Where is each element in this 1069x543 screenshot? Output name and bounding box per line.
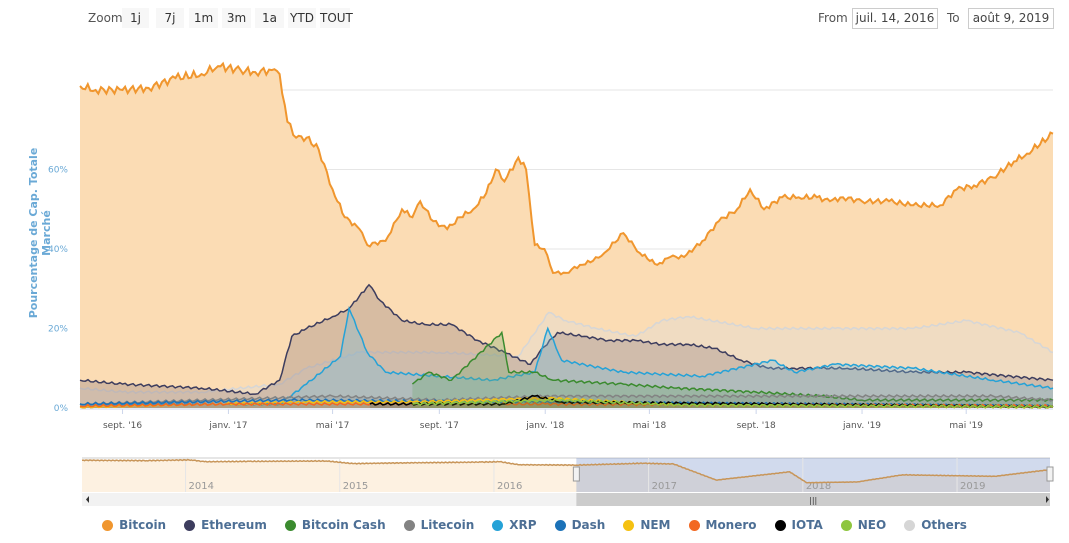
legend-label: IOTA <box>791 518 823 532</box>
legend-item-xrp[interactable]: XRP <box>492 518 537 532</box>
legend-dot-icon <box>774 519 786 531</box>
legend-dot-icon <box>492 519 504 531</box>
legend-item-litecoin[interactable]: Litecoin <box>403 518 475 532</box>
dash-line[interactable] <box>79 398 1054 409</box>
legend-item-dash[interactable]: Dash <box>554 518 606 532</box>
legend-dot-icon <box>904 519 916 531</box>
ethereum-line[interactable] <box>79 283 1054 396</box>
legend-label: NEM <box>640 518 671 532</box>
zoom-ytd-button[interactable]: YTD <box>288 8 316 28</box>
navigator-left-handle[interactable] <box>572 466 580 482</box>
x-tick-label: janv. '19 <box>842 421 881 431</box>
neo-line[interactable] <box>412 398 1054 409</box>
bitcoin-area <box>80 63 1053 408</box>
legend-item-bitcoin-cash[interactable]: Bitcoin Cash <box>284 518 386 532</box>
navigator-year-label: 2017 <box>652 481 677 492</box>
legend-dot-icon <box>284 519 296 531</box>
legend-item-iota[interactable]: IOTA <box>774 518 823 532</box>
y-tick-label: 0% <box>54 404 69 414</box>
legend-label: Bitcoin Cash <box>301 518 386 532</box>
zoom-1a-button[interactable]: 1a <box>255 8 284 28</box>
x-tick-label: mai '18 <box>633 421 667 431</box>
scrollbar-grip-icon: ||| <box>809 496 817 505</box>
navigator-year-label: 2016 <box>497 481 522 492</box>
scrollbar-thumb[interactable] <box>576 493 1050 506</box>
bitcoin-cash-line[interactable] <box>411 330 1054 403</box>
y-tick-label: 40% <box>48 245 68 255</box>
from-date-input[interactable]: juil. 14, 2016 <box>852 8 938 29</box>
legend-label: Others <box>921 518 967 532</box>
to-label: To <box>947 11 960 25</box>
legend-label: NEO <box>857 518 887 532</box>
navigator-year-label: 2019 <box>960 481 985 492</box>
legend-item-ethereum[interactable]: Ethereum <box>184 518 267 532</box>
legend-dot-icon <box>102 519 114 531</box>
from-label: From <box>818 11 848 25</box>
legend: Bitcoin Ethereum Bitcoin Cash Litecoin XRP Da… <box>0 518 1069 532</box>
x-tick-label: janv. '17 <box>208 421 247 431</box>
scroll-left-arrow-icon[interactable] <box>86 496 89 503</box>
legend-item-monero[interactable]: Monero <box>688 518 757 532</box>
legend-label: Monero <box>705 518 757 532</box>
x-tick-label: sept. '18 <box>737 421 776 431</box>
navigator-year-label: 2014 <box>189 481 214 492</box>
navigator-bitcoin-line <box>81 458 1050 484</box>
zoom-1j-button[interactable]: 1j <box>122 8 149 28</box>
zoom-label: Zoom <box>88 11 123 25</box>
x-tick-label: sept. '17 <box>420 421 459 431</box>
zoom-all-button[interactable]: TOUT <box>320 8 353 28</box>
bitcoin-cash-area <box>412 332 1053 408</box>
series-group <box>79 61 1054 409</box>
x-tick-label: janv. '18 <box>525 421 564 431</box>
x-tick-label: sept. '16 <box>103 421 142 431</box>
legend-item-bitcoin[interactable]: Bitcoin <box>102 518 166 532</box>
iota-line[interactable] <box>369 394 1054 409</box>
x-tick-label: mai '17 <box>316 421 350 431</box>
legend-label: XRP <box>509 518 537 532</box>
to-date-input[interactable]: août 9, 2019 <box>968 8 1054 29</box>
zoom-1m-button[interactable]: 1m <box>189 8 218 28</box>
navigator-area <box>82 459 1050 492</box>
ethereum-area <box>80 284 1053 408</box>
legend-dot-icon <box>554 519 566 531</box>
legend-dot-icon <box>623 519 635 531</box>
legend-label: Dash <box>571 518 606 532</box>
legend-label: Ethereum <box>201 518 267 532</box>
legend-dot-icon <box>184 519 196 531</box>
legend-label: Litecoin <box>420 518 475 532</box>
scroll-right-arrow-icon[interactable] <box>1046 496 1049 503</box>
zoom-3m-button[interactable]: 3m <box>222 8 251 28</box>
legend-dot-icon <box>840 519 852 531</box>
y-tick-label: 60% <box>48 166 68 176</box>
navigator-year-label: 2015 <box>343 481 368 492</box>
y-tick-label: 20% <box>48 325 68 335</box>
xrp-area <box>80 308 1053 408</box>
litecoin-line[interactable] <box>79 393 1054 406</box>
monero-line[interactable] <box>79 401 1054 408</box>
zoom-7j-button[interactable]: 7j <box>156 8 184 28</box>
legend-item-others[interactable]: Others <box>904 518 967 532</box>
x-tick-label: mai '19 <box>949 421 983 431</box>
legend-dot-icon <box>688 519 700 531</box>
legend-item-nem[interactable]: NEM <box>623 518 671 532</box>
others-line[interactable] <box>79 311 1054 395</box>
navigator-year-label: 2018 <box>806 481 831 492</box>
bitcoin-line[interactable] <box>79 61 1054 276</box>
legend-dot-icon <box>403 519 415 531</box>
legend-item-neo[interactable]: NEO <box>840 518 887 532</box>
navigator-right-handle[interactable] <box>1046 466 1054 482</box>
legend-label: Bitcoin <box>119 518 167 532</box>
